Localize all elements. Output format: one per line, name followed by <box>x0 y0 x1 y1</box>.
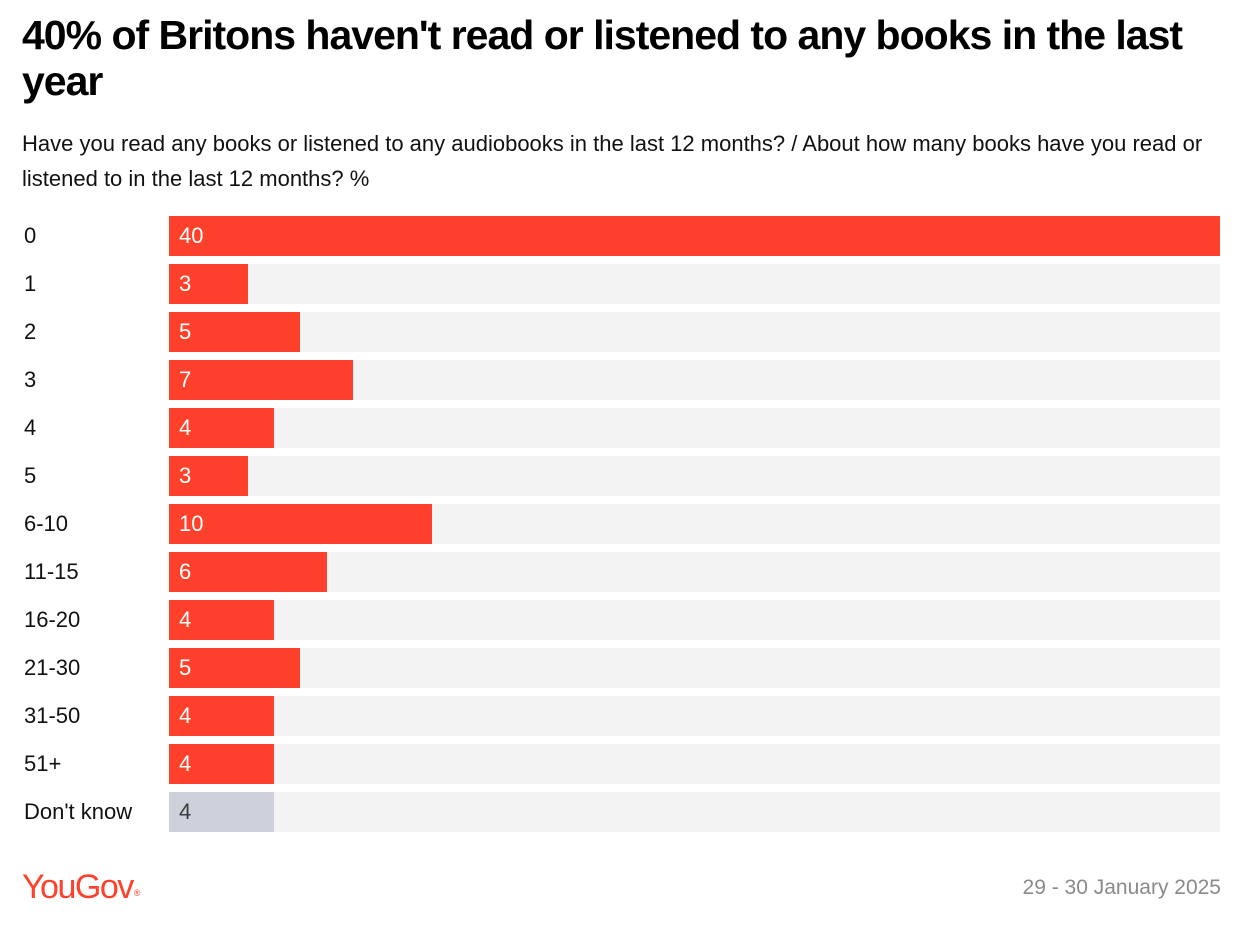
category-label: 11-15 <box>24 559 79 584</box>
chart-row: 51+ 4 <box>0 744 1252 784</box>
yougov-logo: YouGov® <box>22 866 140 908</box>
bar <box>169 648 301 688</box>
data-label: 3 <box>179 463 192 488</box>
bar <box>169 600 275 640</box>
chart-row: Don't know 4 <box>0 792 1252 832</box>
bar <box>169 552 327 592</box>
bar-track: 4 <box>169 744 1220 784</box>
bar-track: 4 <box>169 600 1220 640</box>
data-label: 4 <box>179 799 192 824</box>
bar-track: 4 <box>169 696 1220 736</box>
survey-date: 29 - 30 January 2025 <box>1022 876 1221 899</box>
category-label: 0 <box>24 223 37 248</box>
chart-row: 6-10 10 <box>0 504 1252 544</box>
bar-track: 4 <box>169 792 1220 832</box>
data-label: 7 <box>179 367 192 392</box>
data-label: 4 <box>179 703 192 728</box>
bar <box>169 264 248 304</box>
data-label: 6 <box>179 559 192 584</box>
category-label: 51+ <box>24 751 62 776</box>
bar-track: 5 <box>169 312 1220 352</box>
category-label: 3 <box>24 367 37 392</box>
chart-row: 31-50 4 <box>0 696 1252 736</box>
chart-subtitle: Have you read any books or listened to a… <box>22 131 1203 191</box>
category-label: Don't know <box>24 799 133 824</box>
bar-track: 5 <box>169 648 1220 688</box>
data-label: 40 <box>179 223 204 248</box>
bar-track: 6 <box>169 552 1220 592</box>
bar <box>169 504 432 544</box>
category-label: 1 <box>24 271 37 296</box>
category-label: 31-50 <box>24 703 81 728</box>
chart-row: 11-15 6 <box>0 552 1252 592</box>
bar <box>169 408 275 448</box>
data-label: 5 <box>179 655 192 680</box>
bar <box>169 792 275 832</box>
category-label: 5 <box>24 463 37 488</box>
category-label: 4 <box>24 415 37 440</box>
data-label: 4 <box>179 751 192 776</box>
chart-row: 16-20 4 <box>0 600 1252 640</box>
bar <box>169 456 248 496</box>
bar-track: 10 <box>169 504 1220 544</box>
logo-text: YouGov <box>22 868 134 906</box>
bar <box>169 696 275 736</box>
chart-title: 40% of Britons haven't read or listened … <box>22 12 1183 104</box>
bar-track: 7 <box>169 360 1220 400</box>
data-label: 4 <box>179 415 192 440</box>
bar <box>169 360 353 400</box>
bar-chart: 0 40 1 3 2 5 3 7 4 4 5 3 6-10 10 11-15 6 16-20 4 21-30 5 31-… <box>0 216 1252 836</box>
bar-track: 3 <box>169 264 1220 304</box>
bar <box>169 216 1220 256</box>
data-label: 5 <box>179 319 192 344</box>
registered-mark-icon: ® <box>133 888 141 898</box>
bar <box>169 744 275 784</box>
bar-track: 40 <box>169 216 1220 256</box>
category-label: 16-20 <box>24 607 81 632</box>
category-label: 21-30 <box>24 655 81 680</box>
bar-track: 3 <box>169 456 1220 496</box>
data-label: 4 <box>179 607 192 632</box>
chart-row: 0 40 <box>0 216 1252 256</box>
data-label: 10 <box>179 511 204 536</box>
data-label: 3 <box>179 271 192 296</box>
category-label: 2 <box>24 319 37 344</box>
bar <box>169 312 301 352</box>
chart-row: 21-30 5 <box>0 648 1252 688</box>
category-label: 6-10 <box>24 511 69 536</box>
bar-track: 4 <box>169 408 1220 448</box>
